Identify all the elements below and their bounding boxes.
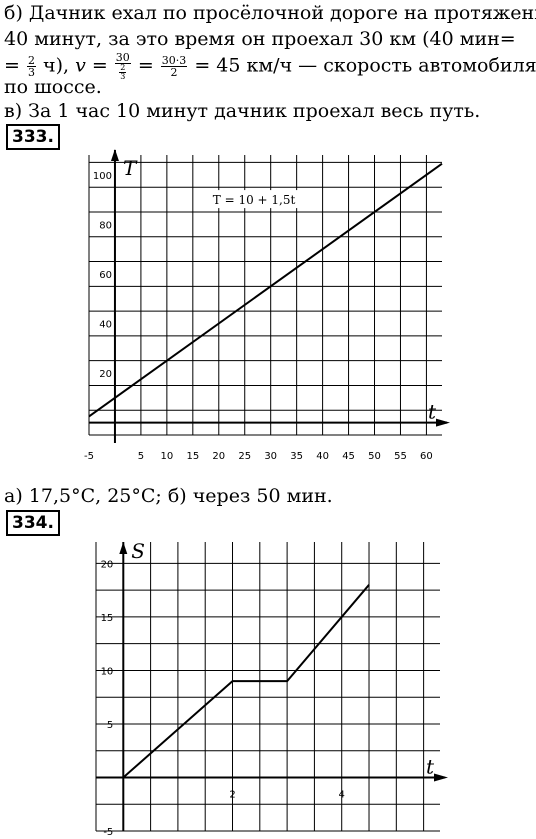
formula-annotation: T = 10 + 1,5t bbox=[213, 193, 296, 207]
answer-line-b-4: по шоссе. bbox=[4, 76, 102, 98]
x-axis-arrow bbox=[436, 418, 450, 427]
x-tick-label: 45 bbox=[342, 451, 355, 462]
x-axis-label: t bbox=[426, 754, 435, 778]
y-tick-label: 100 bbox=[93, 171, 112, 182]
y-axis-arrow bbox=[110, 149, 119, 161]
fraction-denominator: 3 bbox=[27, 66, 35, 79]
series-line bbox=[122, 584, 370, 779]
problem-number-334: 334. bbox=[6, 510, 60, 536]
x-axis-label: t bbox=[428, 400, 437, 424]
equals-sign: = bbox=[4, 54, 20, 77]
answer-line-v: в) За 1 час 10 минут дачник проехал весь… bbox=[4, 100, 481, 122]
x-tick-label: 5 bbox=[138, 451, 144, 462]
answer-line-b-2: 40 минут, за это время он проехал 30 км … bbox=[4, 28, 516, 50]
y-axis-arrow bbox=[119, 542, 128, 554]
series-line bbox=[88, 162, 443, 418]
problem-number-333: 333. bbox=[6, 124, 60, 150]
x-tick-label: 25 bbox=[238, 451, 251, 462]
fraction-30-over-two-thirds: 30 2 3 bbox=[114, 51, 131, 81]
x-tick-label: 20 bbox=[212, 451, 225, 462]
y-tick-label: 60 bbox=[99, 270, 112, 281]
y-axis-label: T bbox=[123, 156, 138, 180]
velocity-symbol: v bbox=[75, 54, 86, 77]
fraction-90-over-2: 30·3 2 bbox=[160, 54, 188, 79]
x-axis-arrow bbox=[434, 773, 448, 782]
x-tick-label: 40 bbox=[316, 451, 329, 462]
y-tick-label: 5 bbox=[107, 720, 113, 731]
equals-sign: = bbox=[131, 54, 160, 77]
nested-numerator: 2 bbox=[119, 63, 127, 73]
answer-line-a: а) 17,5°С, 25°С; б) через 50 мин. bbox=[4, 485, 333, 507]
distance-chart: St 2 4 20 15 10 5 -5 bbox=[95, 539, 448, 838]
y-tick-label: 15 bbox=[101, 613, 114, 624]
temperature-chart: Tt -5 5 10 15 20 25 30 35 40 45 50 55 60 20 40 60 80 100 T … bbox=[84, 149, 450, 462]
y-tick-label: 20 bbox=[101, 559, 114, 570]
fraction-numerator: 2 bbox=[26, 54, 36, 67]
fraction-denominator: 2 bbox=[170, 66, 178, 79]
answer-line-b-1: б) Дачник ехал по просёлочной дороге на … bbox=[4, 2, 536, 24]
x-tick-label: 55 bbox=[394, 451, 407, 462]
x-tick-label: 2 bbox=[229, 789, 235, 800]
y-axis-label: S bbox=[131, 539, 145, 563]
fraction-numerator: 30 bbox=[114, 51, 131, 64]
y-tick-label: -5 bbox=[103, 827, 113, 838]
grid-lines bbox=[95, 542, 440, 832]
y-tick-label: 80 bbox=[99, 220, 112, 231]
x-tick-label: 35 bbox=[290, 451, 303, 462]
x-tick-label: 30 bbox=[264, 451, 277, 462]
speed-conclusion: = 45 км/ч — скорость автомобиля bbox=[188, 54, 536, 77]
x-tick-label: 10 bbox=[161, 451, 174, 462]
y-tick-label: 40 bbox=[99, 319, 112, 330]
formula-background bbox=[208, 190, 311, 209]
grid-lines bbox=[88, 155, 442, 436]
nested-denominator: 3 bbox=[120, 72, 126, 81]
x-tick-label: 4 bbox=[339, 789, 345, 800]
y-tick-label: 20 bbox=[99, 369, 112, 380]
x-tick-label: 15 bbox=[186, 451, 199, 462]
fraction-numerator: 30·3 bbox=[160, 54, 188, 67]
y-tick-label: 10 bbox=[101, 666, 114, 677]
equals-sign: = bbox=[85, 54, 114, 77]
hours-unit: ч), bbox=[36, 54, 76, 77]
x-tick-label: 60 bbox=[420, 451, 433, 462]
x-tick-label: 50 bbox=[368, 451, 381, 462]
x-tick-label: -5 bbox=[84, 451, 94, 462]
